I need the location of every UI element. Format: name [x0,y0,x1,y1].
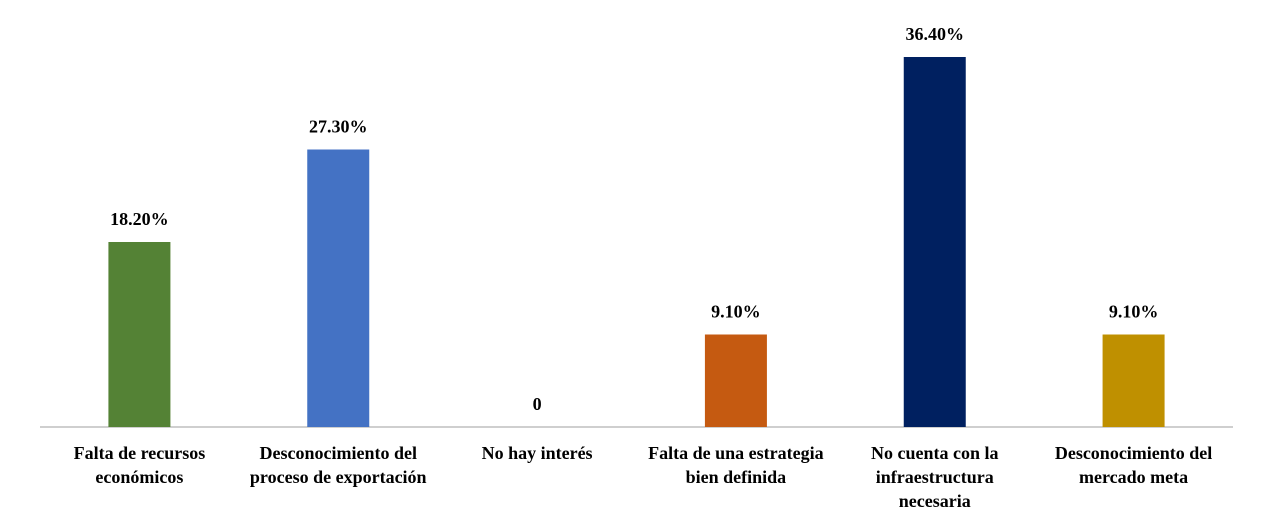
x-tick-label: No cuenta con la infraestructura necesar… [871,443,999,511]
x-tick-label: Falta de recursos económicos [73,443,206,487]
data-label: 9.10% [1109,302,1159,322]
bar [1102,334,1165,427]
data-label: 9.10% [711,302,761,322]
data-label: 18.20% [110,209,169,229]
bar [704,334,767,427]
bar [307,149,370,427]
x-tick-label: Desconocimiento del proceso de exportaci… [249,443,427,487]
x-tick-label: No hay interés [481,443,593,463]
x-tick-label: Desconocimiento del mercado meta [1054,443,1213,487]
x-tick-label: Falta de una estrategia bien definida [648,443,824,487]
data-label: 36.40% [906,24,965,44]
bar [903,57,966,427]
data-label: 27.30% [309,117,368,137]
bar [108,242,171,427]
data-label: 0 [533,394,542,414]
